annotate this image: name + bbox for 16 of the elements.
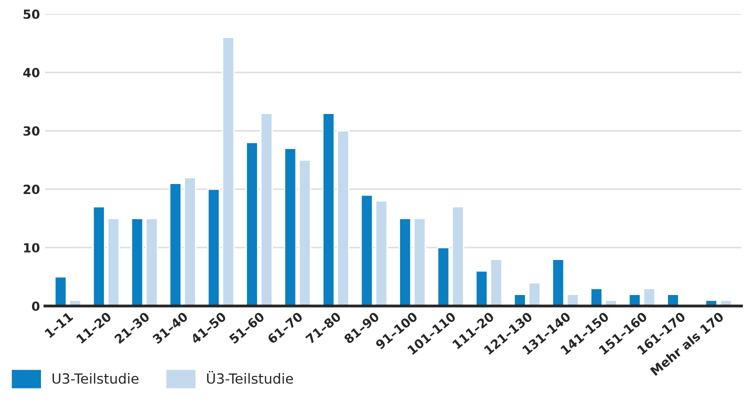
y-tick-label: 20 bbox=[24, 184, 40, 194]
bar bbox=[145, 218, 158, 306]
bar bbox=[552, 258, 565, 306]
bar bbox=[130, 218, 144, 306]
legend-label: U3-Teilstudie bbox=[52, 373, 138, 384]
y-tick-label: 10 bbox=[24, 243, 40, 253]
y-tick-label: 40 bbox=[23, 68, 40, 78]
y-tick-label: 0 bbox=[32, 301, 40, 311]
bar bbox=[666, 294, 680, 306]
bar bbox=[222, 36, 235, 306]
legend-label: Ü3-Teilstudie bbox=[207, 370, 293, 384]
bar bbox=[298, 159, 312, 306]
y-tick-label: 50 bbox=[24, 9, 40, 19]
bar bbox=[207, 188, 220, 306]
bar bbox=[284, 148, 297, 306]
y-tick-label: 30 bbox=[24, 126, 40, 136]
